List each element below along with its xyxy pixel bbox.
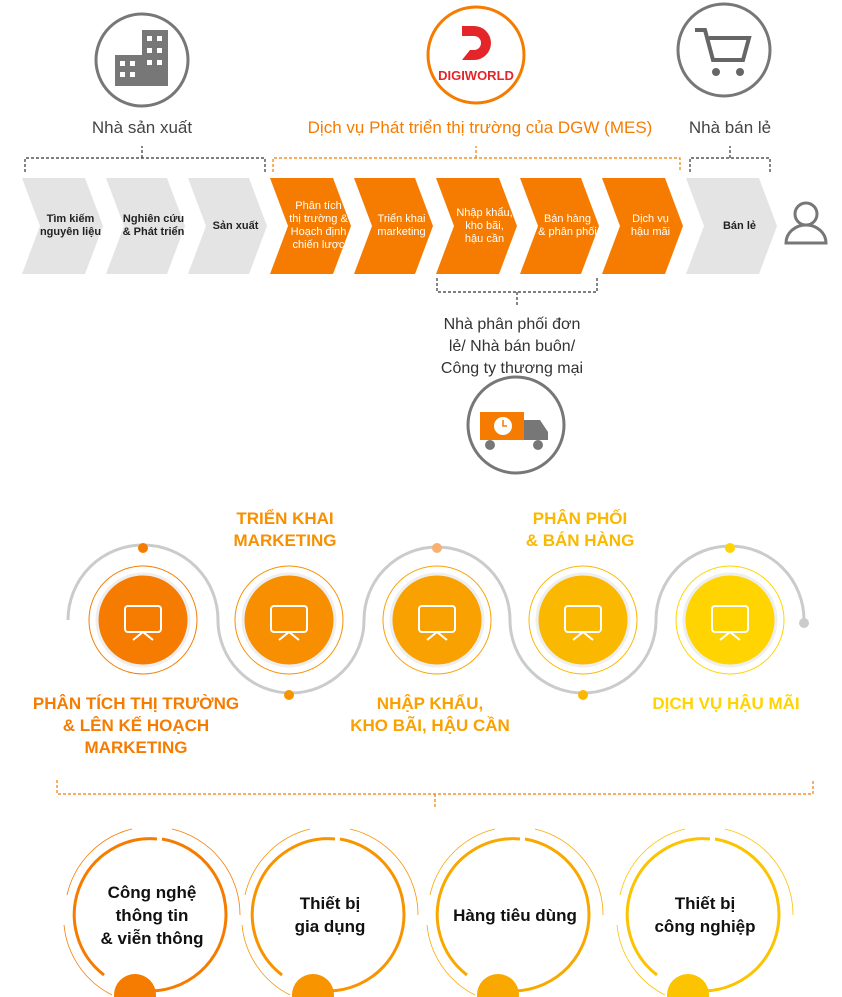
manufacturer-label: Nhà sản xuất (91, 118, 193, 137)
globe-truck-icon (564, 605, 602, 641)
chain-step (106, 178, 185, 274)
services-bracket (56, 780, 814, 808)
chain-step (602, 178, 683, 274)
category-dot (667, 974, 709, 997)
retailer-label: Nhà bán lẻ (688, 118, 772, 137)
chain-step-label: Bán lẻ (722, 219, 757, 232)
service-circle (682, 572, 778, 668)
wave-dot (578, 690, 588, 700)
chain-step (270, 178, 351, 274)
headset-agent-icon (711, 605, 749, 641)
chain-step-label: Nghiên cứu & Phát triển (122, 213, 185, 238)
distributor-label: Nhà phân phối đơn lẻ/ Nhà bán buôn/ Công… (440, 316, 584, 377)
chain-step (520, 178, 599, 274)
customer-icon (784, 201, 828, 245)
chain-step (436, 178, 517, 274)
chain-step (188, 178, 267, 274)
category-label: Công nghệ thông tin & viễn thông (100, 882, 204, 948)
chain-step (22, 178, 103, 274)
logo-text: DIGIWORLD (438, 68, 514, 83)
category-arc (435, 837, 591, 993)
service-label: TRIỂN KHAI MARKETING (233, 509, 337, 550)
chain-step-label: Triển khai marketing (377, 213, 426, 238)
category-dot (292, 974, 334, 997)
category-label: Thiết bị gia dụng (294, 894, 366, 936)
category-arc (625, 837, 781, 993)
distributor-bracket (436, 278, 598, 305)
category-dot (114, 974, 156, 997)
presentation-chart-icon (124, 605, 162, 641)
service-circle (95, 572, 191, 668)
category-outer-arc (63, 828, 241, 996)
service-label: PHÂN PHỐI & BÁN HÀNG (525, 509, 635, 550)
wave-dot (432, 543, 442, 553)
building-icon (94, 12, 190, 108)
wave-dot (138, 543, 148, 553)
category-label: Hàng tiêu dùng (453, 905, 577, 925)
digiworld-logo: DIGIWORLD (426, 5, 526, 105)
service-label: PHÂN TÍCH THỊ TRƯỜNG & LÊN KẾ HOẠCH MARK… (32, 694, 240, 757)
service-circle (535, 572, 631, 668)
wave-dot (725, 543, 735, 553)
chain-step (686, 178, 777, 274)
wave-dot (799, 618, 809, 628)
chain-step-label: Tìm kiếm nguyên liệu (39, 213, 102, 238)
category-dot (477, 974, 519, 997)
category-arc (250, 837, 406, 993)
retailer-bracket (689, 146, 771, 172)
service-label: NHẬP KHẨU, KHO BÃI, HẬU CẦN (350, 694, 510, 735)
megaphone-icon (270, 605, 308, 641)
dgw-bracket (272, 146, 681, 172)
category-label: Thiết bị công nghiệp (654, 894, 756, 936)
service-label: DỊCH VỤ HẬU MÃI (652, 694, 800, 713)
chain-step-label: Bán hàng & phân phối (538, 213, 597, 238)
service-circle (389, 572, 485, 668)
category-outer-arc (616, 828, 794, 996)
manufacturer-bracket (24, 146, 266, 172)
category-arc (72, 837, 228, 993)
plane-boxes-icon (418, 605, 456, 641)
category-outer-arc (426, 828, 604, 996)
category-outer-arc (241, 828, 419, 996)
service-circle (241, 572, 337, 668)
chain-step (354, 178, 433, 274)
chain-step-label: Nhập khẩu, kho bãi, hậu cần (456, 206, 513, 245)
shopping-cart-icon (676, 2, 772, 98)
dgw-label: Dịch vụ Phát triển thị trường của DGW (M… (307, 118, 653, 137)
chain-step-label: Dịch vụ hậu mãi (630, 213, 671, 238)
wave-dot (284, 690, 294, 700)
chain-step-label: Phân tích thị trường & Hoạch định chiến … (289, 200, 348, 251)
truck-icon (466, 375, 566, 475)
chain-step-label: Sản xuất (212, 219, 259, 232)
